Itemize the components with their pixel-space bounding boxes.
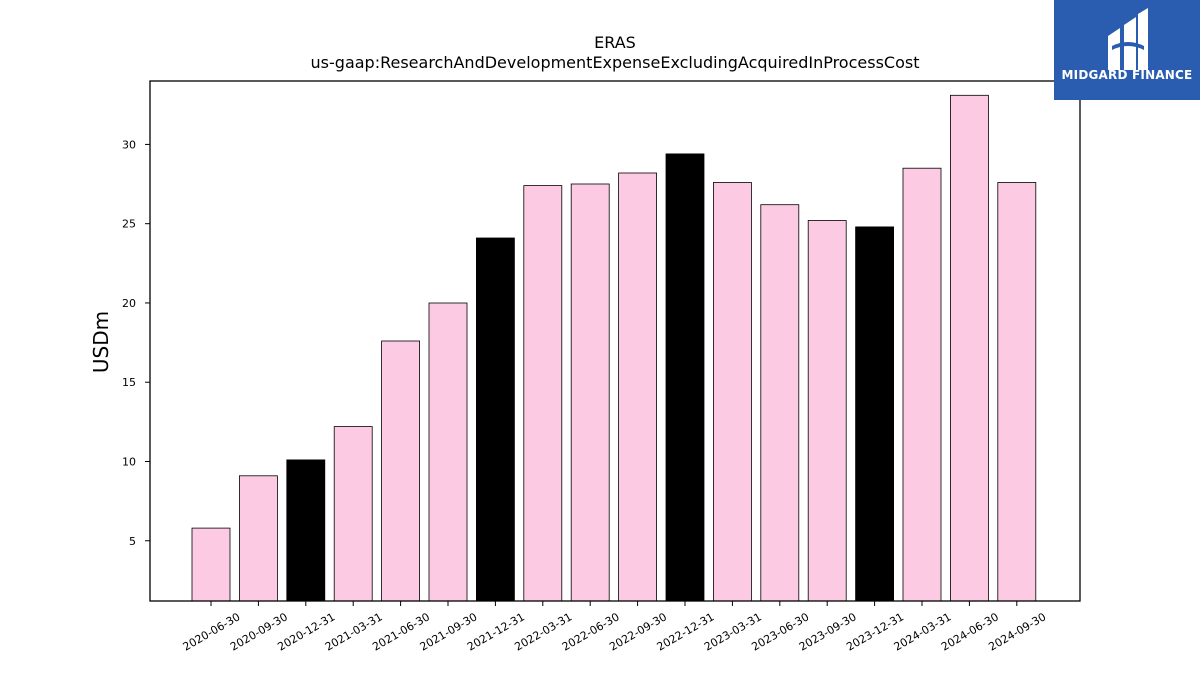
- bar-2022-12-31: [665, 153, 705, 602]
- bar-2023-03-31: [713, 182, 752, 602]
- y-tick-label: 15: [122, 376, 136, 389]
- bar-2024-09-30: [997, 182, 1037, 602]
- midgard-logo-mark-icon: [1108, 8, 1148, 70]
- bar-2021-06-30: [381, 340, 421, 602]
- y-tick-label: 25: [122, 218, 136, 231]
- bar-2024-06-30: [950, 94, 989, 602]
- bar-2022-03-31: [523, 185, 563, 602]
- bars-group: [191, 94, 1037, 602]
- bar-2020-12-31: [286, 459, 326, 602]
- chart-title: ERAS: [594, 33, 636, 52]
- y-axis: 5 10 15 20 25 30: [122, 138, 150, 548]
- bar-2020-06-30: [191, 527, 231, 602]
- bar-2021-09-30: [428, 302, 468, 602]
- bar-2023-12-31: [855, 226, 894, 602]
- bar-2022-09-30: [618, 172, 657, 602]
- y-tick-label: 20: [122, 297, 136, 310]
- bar-2024-03-31: [902, 167, 942, 602]
- bar-2023-06-30: [760, 204, 800, 602]
- bar-2021-12-31: [475, 237, 515, 602]
- bar-2022-06-30: [570, 183, 610, 602]
- bar-2021-03-31: [333, 426, 373, 602]
- plot-frame: [149, 80, 1081, 602]
- chart-subtitle: us-gaap:ResearchAndDevelopmentExpenseExc…: [311, 53, 920, 72]
- bar-2023-09-30: [807, 220, 847, 602]
- y-tick-label: 10: [122, 455, 136, 468]
- midgard-finance-logo: MIDGARD FINANCE: [1054, 0, 1200, 100]
- bar-2020-09-30: [238, 475, 278, 602]
- logo-text: MIDGARD FINANCE: [1061, 68, 1193, 82]
- x-axis: 2020-06-302020-09-302020-12-312021-03-31…: [181, 601, 1048, 654]
- y-tick-label: 30: [122, 138, 136, 151]
- y-axis-label: USDm: [89, 311, 113, 373]
- y-tick-label: 5: [129, 535, 136, 548]
